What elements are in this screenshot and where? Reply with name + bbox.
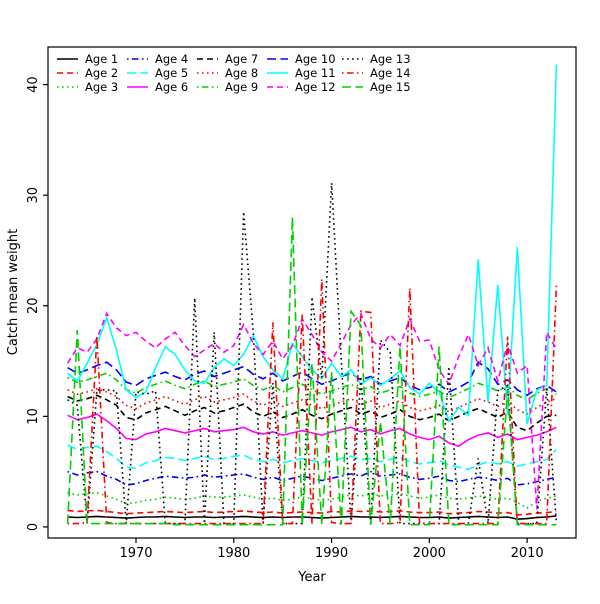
x-tick-label: 1990 — [315, 546, 348, 561]
series-line-age-6 — [67, 413, 557, 448]
legend-item-age-8: Age 8 — [197, 66, 258, 80]
legend-item-age-13: Age 13 — [342, 52, 411, 66]
y-tick-label: 20 — [26, 297, 41, 314]
legend-item-age-9: Age 9 — [197, 80, 258, 94]
legend-item-age-3: Age 3 — [57, 80, 118, 94]
legend-label: Age 6 — [155, 80, 188, 94]
legend-item-age-14: Age 14 — [342, 66, 411, 80]
y-tick-label: 10 — [26, 408, 41, 425]
legend-label: Age 8 — [225, 66, 258, 80]
x-axis: 1970 1980 1990 2000 2010 — [119, 538, 544, 561]
legend-item-age-7: Age 7 — [197, 52, 258, 66]
legend-label: Age 15 — [370, 80, 411, 94]
series-line-age-14 — [67, 279, 558, 525]
y-tick-label: 30 — [26, 187, 41, 204]
legend-label: Age 11 — [295, 66, 336, 80]
series-line-age-10 — [67, 361, 557, 397]
legend-label: Age 9 — [225, 80, 258, 94]
series-line-age-1 — [67, 515, 557, 521]
legend-label: Age 10 — [295, 52, 336, 66]
y-tick-label: 40 — [26, 76, 41, 93]
series-line-age-3 — [67, 491, 557, 510]
plot-box — [47, 46, 577, 539]
legend-item-age-15: Age 15 — [342, 80, 411, 94]
legend-label: Age 7 — [225, 52, 258, 66]
legend-label: Age 4 — [155, 52, 188, 66]
series-line-age-7 — [67, 394, 557, 432]
legend-item-age-4: Age 4 — [127, 52, 188, 66]
legend-item-age-5: Age 5 — [127, 66, 188, 80]
x-axis-label: Year — [297, 570, 326, 585]
y-axis: 0 10 20 30 40 — [26, 76, 48, 531]
legend-item-age-6: Age 6 — [127, 80, 188, 94]
legend-label: Age 2 — [85, 66, 118, 80]
legend-item-age-1: Age 1 — [57, 52, 118, 66]
legend-label: Age 14 — [370, 66, 411, 80]
legend-item-age-2: Age 2 — [57, 66, 118, 80]
y-axis-label: Catch mean weight — [6, 229, 21, 356]
legend-label: Age 1 — [85, 52, 118, 66]
legend-label: Age 3 — [85, 80, 118, 94]
y-tick-label: 0 — [26, 523, 41, 531]
series-line-age-12 — [66, 311, 558, 510]
legend-item-age-10: Age 10 — [267, 52, 336, 66]
legend-item-age-11: Age 11 — [267, 66, 336, 80]
series-line-age-5 — [67, 444, 557, 471]
legend-label: Age 13 — [370, 52, 411, 66]
series-line-age-15 — [66, 217, 557, 526]
x-tick-label: 2010 — [511, 546, 544, 561]
x-tick-label: 2000 — [413, 546, 446, 561]
x-tick-label: 1980 — [217, 546, 250, 561]
series-line-age-8 — [67, 387, 557, 416]
x-tick-label: 1970 — [119, 546, 152, 561]
legend-label: Age 12 — [295, 80, 336, 94]
legend-label: Age 5 — [155, 66, 188, 80]
series-lines — [66, 64, 558, 526]
legend-item-age-12: Age 12 — [267, 80, 336, 94]
